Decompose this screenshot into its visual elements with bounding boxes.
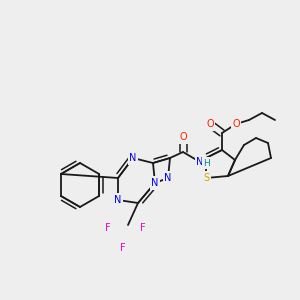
Text: N: N bbox=[151, 178, 159, 188]
Text: N: N bbox=[164, 173, 172, 183]
Text: N: N bbox=[196, 157, 204, 167]
Text: H: H bbox=[204, 158, 210, 167]
Text: F: F bbox=[140, 223, 146, 233]
Text: S: S bbox=[203, 173, 209, 183]
Text: N: N bbox=[114, 195, 122, 205]
Text: F: F bbox=[105, 223, 111, 233]
Text: O: O bbox=[206, 119, 214, 129]
Text: O: O bbox=[232, 119, 240, 129]
Text: O: O bbox=[179, 132, 187, 142]
Text: N: N bbox=[129, 153, 137, 163]
Text: F: F bbox=[120, 243, 126, 253]
